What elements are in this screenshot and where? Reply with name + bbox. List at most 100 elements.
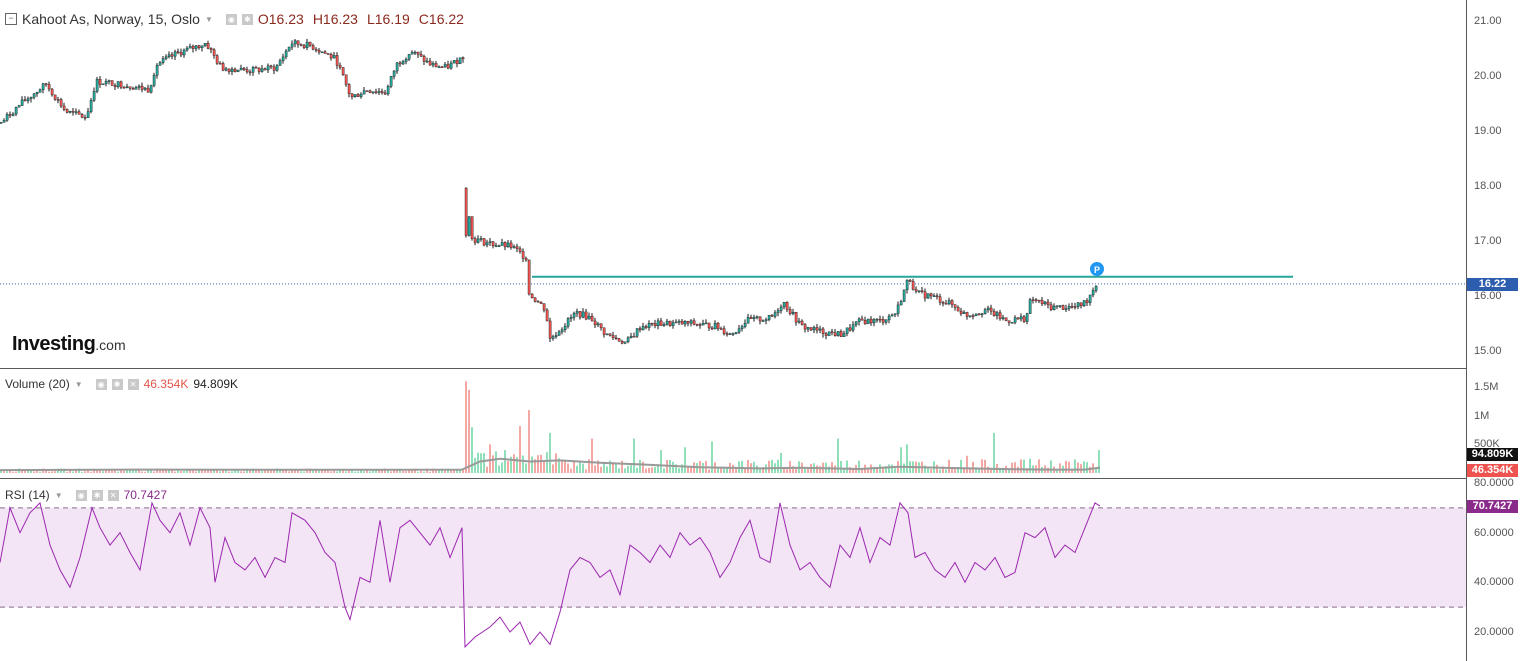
chevron-down-icon[interactable]: ▼ [54,490,63,500]
candle-down [707,322,711,329]
candle-down [113,85,117,87]
volume-bar-down [768,460,770,473]
candle-up [899,301,903,306]
volume-bar-down [948,459,950,473]
volume-bar-down [426,468,428,473]
candle-down [119,81,123,88]
candle-down [794,312,798,323]
volume-bar-down [819,466,821,473]
candle-up [1052,305,1056,310]
volume-bar-down [264,469,266,473]
volume-bar-up [681,464,683,473]
candle-down [938,296,942,303]
candle-down [323,51,327,54]
volume-bar-down [396,469,398,473]
candle-up [887,315,891,321]
candle-up [662,324,666,326]
volume-bar-up [924,465,926,473]
candle-up [107,80,111,82]
candle-down [80,114,84,118]
eye-icon[interactable]: ◉ [225,13,237,25]
candle-up [917,290,921,292]
volume-bar-down [732,464,734,473]
candle-up [167,54,171,58]
candle-down [341,67,345,75]
candle-up [281,56,285,61]
volume-bar-down [762,467,764,473]
close-icon[interactable]: ✕ [107,489,119,501]
candle-up [1091,290,1095,296]
candle-up [563,325,567,330]
volume-bar-up [132,470,134,473]
candle-down [176,51,180,54]
volume-bar-up [339,469,341,473]
volume-bar-down [489,444,491,473]
close-icon[interactable]: ✕ [127,378,139,390]
candle-down [710,327,714,330]
eye-icon[interactable]: ◉ [75,489,87,501]
candle-up [893,313,897,316]
volume-bar-down [282,469,284,473]
volume-bar-down [315,468,317,473]
collapse-icon[interactable]: − [5,13,17,25]
volume-bar-up [903,463,905,473]
gear-icon[interactable]: ✱ [91,489,103,501]
candle-up [32,93,36,98]
volume-bar-up [6,471,8,473]
volume-bar-down [201,469,203,473]
chevron-down-icon[interactable]: ▼ [74,379,83,389]
eye-icon[interactable]: ◉ [95,378,107,390]
candle-down [335,55,339,66]
volume-bar-down [216,469,218,473]
volume-bar-down [105,469,107,473]
volume-bar-up [438,470,440,473]
candle-up [671,322,675,326]
candle-up [452,60,456,64]
rsi-title[interactable]: RSI (14) [5,488,50,502]
volume-bar-down [210,470,212,473]
price-tick: 15.00 [1474,345,1502,357]
candle-up [17,105,21,108]
candle-down [482,238,486,246]
volume-bar-up [27,470,29,473]
candle-up [764,319,768,321]
volume-bar-up [186,470,188,473]
volume-bar-up [198,469,200,473]
volume-bar-down [321,469,323,473]
volume-bar-up [234,470,236,473]
volume-bar-up [312,469,314,473]
pane-divider-volume-rsi[interactable] [0,478,1466,479]
candle-up [236,69,240,72]
candle-down [1040,299,1044,305]
candle-up [125,86,129,88]
volume-bar-down [249,469,251,473]
candle-down [254,67,258,69]
candle-down [749,317,753,320]
volume-bar-up [135,470,137,473]
candle-down [227,68,231,72]
volume-title[interactable]: Volume (20) [5,377,70,391]
pane-divider-price-volume[interactable] [0,368,1466,369]
candle-up [737,328,741,333]
candle-up [506,242,510,248]
volume-bar-down [12,471,14,473]
gear-icon[interactable]: ✱ [241,13,253,25]
symbol-title[interactable]: Kahoot As, Norway, 15, Oslo [22,11,200,27]
candle-down [1004,317,1008,321]
gear-icon[interactable]: ✱ [111,378,123,390]
volume-bar-down [84,471,86,473]
volume-bar-up [843,468,845,473]
candle-up [158,62,162,66]
volume-bar-up [627,465,629,473]
candle-down [1085,300,1089,303]
volume-bar-down [747,459,749,473]
candle-up [353,94,357,98]
candle-down [998,312,1002,319]
candle-down [47,84,51,90]
candle-down [491,241,495,247]
chevron-down-icon[interactable]: ▼ [204,14,213,24]
volume-bar-down [153,471,155,473]
candle-up [287,46,291,52]
candle-up [359,93,363,97]
